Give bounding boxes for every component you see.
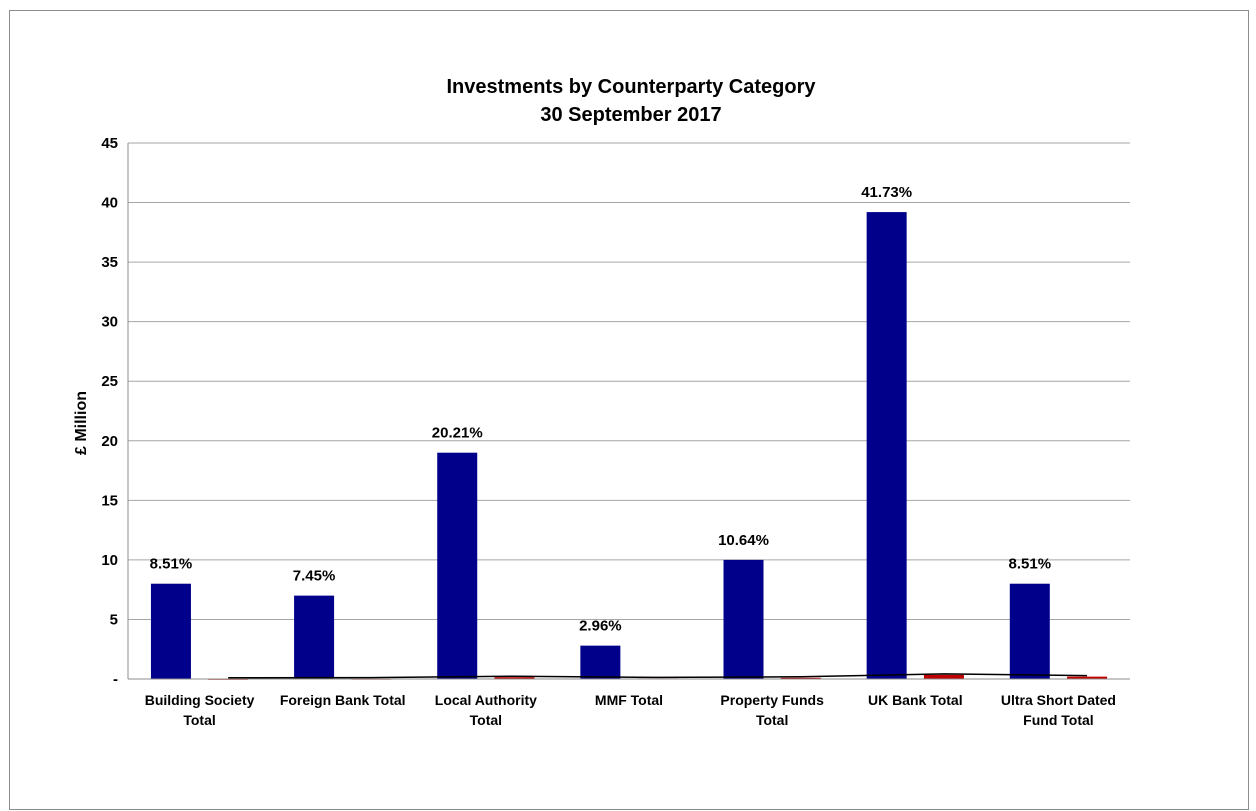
data-label: 8.51% [150,556,193,573]
gridlines [128,142,1130,620]
data-label: 2.96% [579,618,622,635]
x-tick-label: Total [470,712,502,728]
x-tick-label: Total [756,712,788,728]
trend-line [228,673,1088,679]
bar [580,645,621,679]
x-tick-label: MMF Total [595,692,663,708]
y-tick-label: 10 [101,552,118,569]
x-tick-label: Fund Total [1023,712,1094,728]
x-tick-label: Foreign Bank Total [280,692,406,708]
x-tick-label: Local Authority [435,692,537,708]
y-tick-label: 5 [110,611,118,628]
bar-secondary [1067,676,1108,679]
bar [723,559,764,679]
data-label: 41.73% [861,184,912,201]
x-tick-label: Total [183,712,215,728]
bar [150,583,191,679]
x-tick-label: Building Society [145,692,255,708]
x-tick-label: Ultra Short Dated [1001,692,1116,708]
bar [1009,583,1050,679]
y-axis-label: £ Million [73,391,90,455]
y-tick-label: 20 [101,433,118,450]
bar-secondary [780,677,821,679]
data-labels: 8.51% 7.45% 20.21% 2.96% 10.64% 41.73% 8.51% [150,184,1051,635]
y-tick-label: 25 [101,373,118,390]
y-tick-label: 40 [101,195,118,212]
bars [150,212,1108,680]
bar-chart: Investments by Counterparty Category 30 … [73,76,1130,728]
x-tick-label: Property Funds [720,692,824,708]
y-tick-label: 45 [101,135,118,152]
data-label: 7.45% [293,568,336,585]
chart-title-line-2: 30 September 2017 [540,104,721,126]
y-tick-label: 30 [101,314,118,331]
y-tick-label: 15 [101,492,118,509]
y-tick-label: - [113,671,118,688]
data-label: 8.51% [1009,556,1052,573]
bar-secondary [923,674,964,679]
bar [437,452,478,679]
bar [294,595,335,679]
chart-title-line-1: Investments by Counterparty Category [447,76,817,98]
bar [866,212,907,679]
y-tick-label: 35 [101,254,118,271]
data-label: 20.21% [432,425,483,442]
data-label: 10.64% [718,532,769,549]
x-axis-categories: Building Society Total Foreign Bank Total L… [145,692,1116,728]
chart-title: Investments by Counterparty Category 30 … [447,76,817,126]
bar-secondary [494,677,535,679]
y-axis-ticks: - 5 10 15 20 25 30 35 40 45 [101,135,118,688]
x-tick-label: UK Bank Total [868,692,963,708]
chart-frame: Investments by Counterparty Category 30 … [9,10,1249,810]
